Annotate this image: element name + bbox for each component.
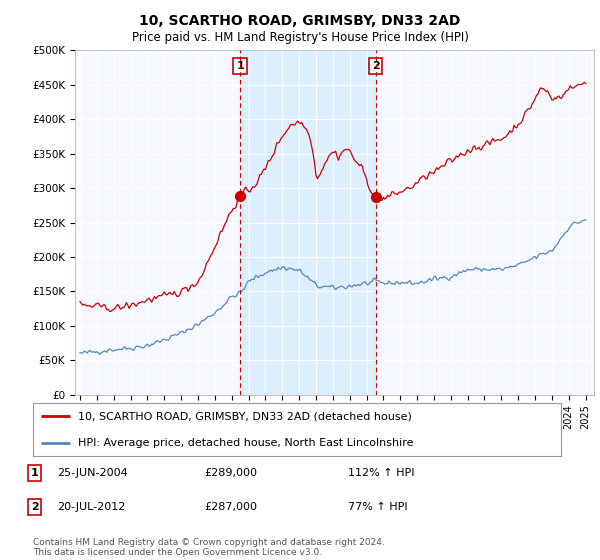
Text: £289,000: £289,000 bbox=[204, 468, 257, 478]
Text: 1: 1 bbox=[236, 60, 244, 71]
Text: 25-JUN-2004: 25-JUN-2004 bbox=[57, 468, 128, 478]
Text: 2: 2 bbox=[372, 60, 380, 71]
Text: 10, SCARTHO ROAD, GRIMSBY, DN33 2AD: 10, SCARTHO ROAD, GRIMSBY, DN33 2AD bbox=[139, 14, 461, 28]
Text: 20-JUL-2012: 20-JUL-2012 bbox=[57, 502, 125, 512]
Text: Contains HM Land Registry data © Crown copyright and database right 2024.
This d: Contains HM Land Registry data © Crown c… bbox=[33, 538, 385, 557]
Text: 10, SCARTHO ROAD, GRIMSBY, DN33 2AD (detached house): 10, SCARTHO ROAD, GRIMSBY, DN33 2AD (det… bbox=[78, 412, 412, 422]
Text: 112% ↑ HPI: 112% ↑ HPI bbox=[348, 468, 415, 478]
Text: HPI: Average price, detached house, North East Lincolnshire: HPI: Average price, detached house, Nort… bbox=[78, 438, 413, 448]
Text: 77% ↑ HPI: 77% ↑ HPI bbox=[348, 502, 407, 512]
Text: 2: 2 bbox=[31, 502, 38, 512]
Text: £287,000: £287,000 bbox=[204, 502, 257, 512]
Text: 1: 1 bbox=[31, 468, 38, 478]
Bar bbox=[240, 50, 376, 395]
Text: Price paid vs. HM Land Registry's House Price Index (HPI): Price paid vs. HM Land Registry's House … bbox=[131, 31, 469, 44]
